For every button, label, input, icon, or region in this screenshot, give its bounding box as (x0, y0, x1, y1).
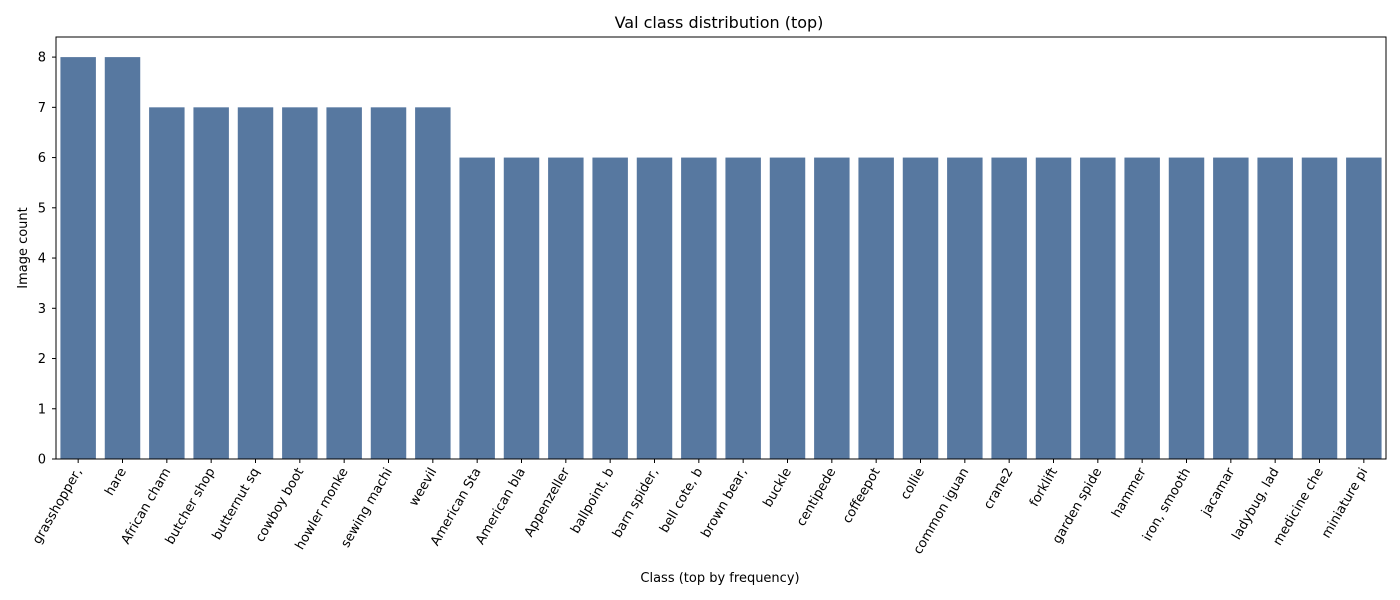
bar (681, 157, 717, 459)
bar (503, 157, 540, 459)
y-tick-label: 5 (38, 201, 46, 216)
bar (1168, 157, 1205, 459)
bar (1346, 157, 1382, 459)
bar (1257, 157, 1293, 459)
chart-title: Val class distribution (top) (615, 13, 824, 32)
x-tick-label: Appenzeller (522, 465, 574, 540)
x-tick-label: crane2 (981, 466, 1016, 512)
x-tick-label: brown bear, (699, 466, 751, 541)
y-tick-label: 1 (38, 402, 46, 417)
bar (193, 107, 229, 459)
y-tick-label: 7 (38, 101, 46, 116)
plot-frame (55, 36, 1387, 460)
bar (415, 107, 451, 459)
bar (548, 157, 584, 459)
bars-group (60, 57, 1382, 459)
bar (326, 107, 362, 459)
bar (991, 157, 1027, 459)
y-tick-label: 6 (38, 151, 46, 166)
x-tick-label: butternut sq (210, 466, 263, 543)
bar (104, 57, 141, 459)
bar (1035, 157, 1072, 459)
x-tick-label: ballpoint, b (568, 466, 618, 537)
y-tick-label: 8 (38, 51, 46, 66)
bar (149, 107, 185, 459)
x-tick-label: centipede (794, 465, 839, 528)
x-tick-label: collie (898, 466, 928, 503)
x-tick-label: grasshopper, (30, 466, 86, 547)
bar (370, 107, 407, 459)
y-axis-ticks: 0 1 2 3 4 5 6 7 8 (38, 51, 56, 468)
x-tick-label: ladybug, lad (1229, 466, 1282, 543)
bar (1124, 157, 1160, 459)
y-tick-label: 0 (38, 453, 46, 468)
x-tick-label: coffeepot (840, 466, 884, 527)
x-tick-label: hare (102, 466, 130, 499)
bar (814, 157, 850, 459)
bar (725, 157, 761, 459)
x-tick-label: buckle (761, 466, 795, 511)
y-tick-label: 4 (38, 252, 46, 267)
y-axis-label: Image count (16, 207, 31, 289)
bar (1213, 157, 1249, 459)
bar (636, 157, 673, 459)
bar (60, 57, 96, 459)
x-tick-label: hammer (1109, 465, 1150, 521)
x-tick-label: jacamar (1198, 465, 1238, 520)
bar (947, 157, 983, 459)
bar (237, 107, 274, 459)
x-tick-label: barn spider, (610, 466, 662, 541)
bar (1301, 157, 1338, 459)
bar (1080, 157, 1116, 459)
x-tick-label: bell cote, b (657, 466, 706, 536)
x-tick-label: forklift (1027, 466, 1061, 510)
y-tick-label: 2 (38, 352, 46, 367)
y-tick-label: 3 (38, 302, 46, 317)
bar (902, 157, 939, 459)
x-tick-label: iron, smooth (1140, 466, 1194, 544)
x-axis-label: Class (top by frequency) (640, 571, 799, 586)
x-tick-label: weevil (407, 466, 441, 509)
bar (459, 157, 495, 459)
bar (769, 157, 806, 459)
bar (592, 157, 628, 459)
x-tick-label: miniature pi (1319, 466, 1371, 541)
bar (282, 107, 318, 459)
bar (858, 157, 894, 459)
